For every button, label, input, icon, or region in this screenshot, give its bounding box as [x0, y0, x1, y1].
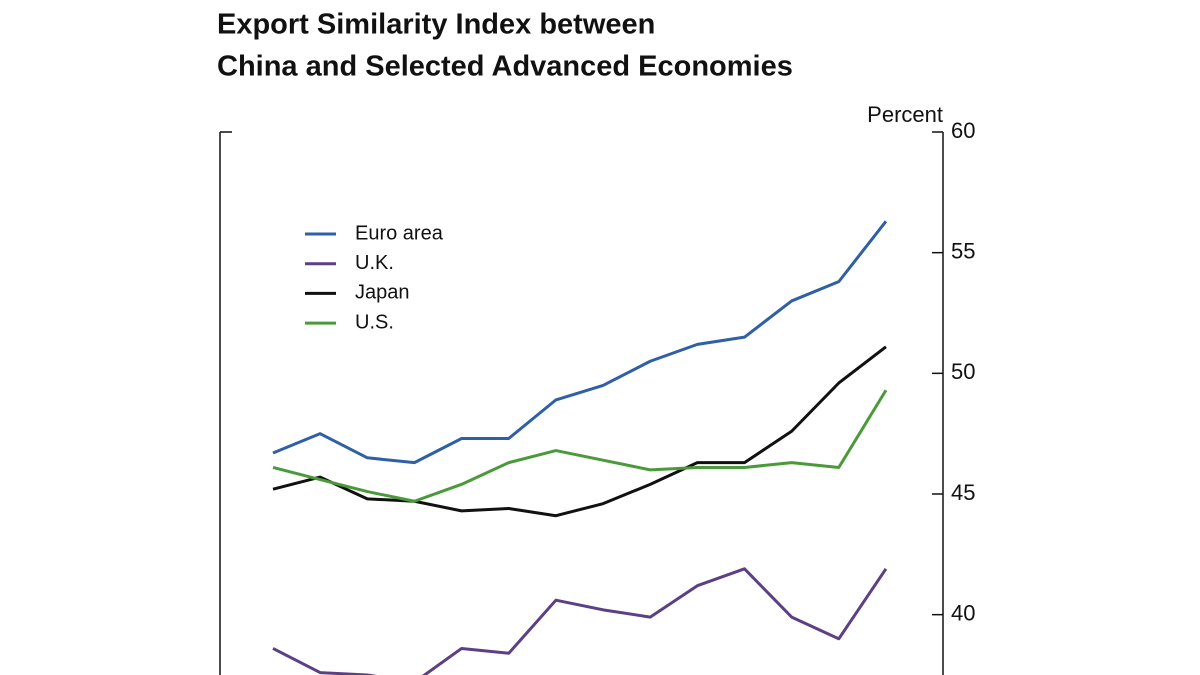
legend-label: Japan — [355, 282, 410, 304]
y-tick-label: 50 — [951, 359, 975, 384]
legend-label: Euro area — [355, 222, 444, 244]
y-axis-label: Percent — [867, 102, 943, 127]
y-tick-label: 45 — [951, 480, 975, 505]
chart-title: Export Similarity Index between — [217, 9, 655, 41]
series-line — [272, 220, 888, 465]
y-tick-label: 60 — [951, 118, 975, 143]
legend-label: U.K. — [355, 252, 394, 274]
chart-title: China and Selected Advanced Economies — [217, 51, 793, 83]
y-tick-label: 40 — [951, 600, 975, 625]
series-line — [272, 567, 888, 675]
series-line — [272, 345, 887, 518]
y-tick-label: 55 — [951, 238, 975, 263]
plot-area — [272, 220, 888, 675]
legend-label: U.S. — [355, 311, 394, 333]
series-line — [272, 389, 888, 503]
